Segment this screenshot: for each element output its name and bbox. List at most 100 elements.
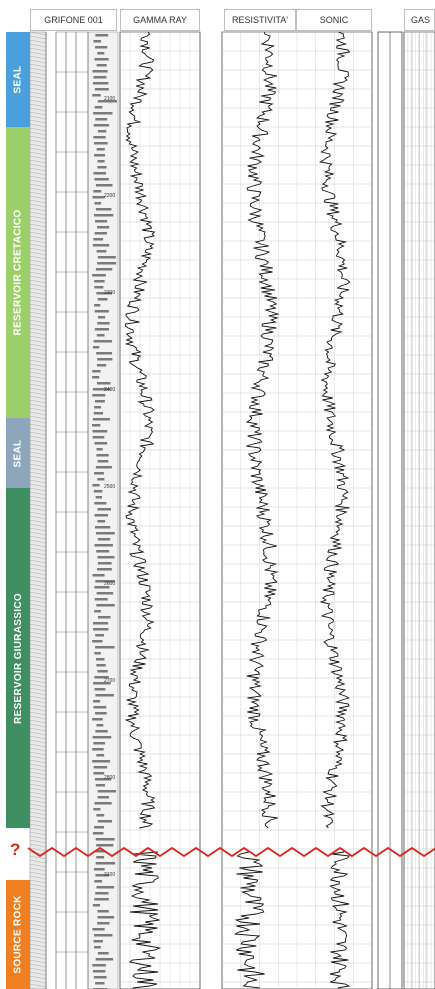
lithology-block [96,364,107,367]
lithology-block [96,250,107,253]
lithology-hatch [29,467,47,472]
lithology-hatch [29,575,47,580]
lithology-hatch [29,555,47,560]
lithology-hatch [29,935,47,940]
lithology-block [95,580,115,583]
lithology-block [97,670,108,673]
lithology-hatch [29,187,47,192]
lithology-block [94,502,107,505]
lithology-hatch [29,399,47,404]
lithology-hatch [29,227,47,232]
lithology-block [95,892,109,895]
lithology-hatch [29,471,47,476]
lithology-block [95,958,114,961]
lithology-block [92,760,111,763]
lithology-block [96,604,115,607]
lithology-hatch [29,507,47,512]
lithology-block [94,802,112,805]
lithology-hatch [29,111,47,116]
lithology-block [96,856,105,859]
lithology-hatch [29,403,47,408]
lithology-block [96,382,111,385]
lithology-hatch [29,735,47,740]
lithology-hatch [29,51,47,56]
lithology-block [97,358,113,361]
lithology-hatch [29,767,47,772]
lithology-hatch [29,131,47,136]
lithology-hatch [29,699,47,704]
lithology-block [92,70,108,73]
lithology-hatch [29,667,47,672]
zone-reservoir-giurassico: RESERVOIR GIURASSICO [6,488,30,828]
lithology-block [94,598,108,601]
lithology-hatch [29,83,47,88]
lithology-hatch [29,823,47,828]
lithology-block [93,172,107,175]
lithology-hatch [29,459,47,464]
lithology-hatch [29,763,47,768]
lithology-hatch [29,719,47,724]
lithology-hatch [29,599,47,604]
lithology-block [97,910,109,913]
lithology-block [94,328,110,331]
lithology-hatch [29,299,47,304]
lithology-hatch [29,563,47,568]
lithology-hatch [29,455,47,460]
lithology-hatch [29,379,47,384]
depth-label: 2100 [104,96,115,102]
lithology-block [97,478,105,481]
lithology-hatch [29,255,47,260]
lithology-hatch [29,275,47,280]
lithology-hatch [29,843,47,848]
lithology-block [97,262,117,265]
lithology-hatch [29,903,47,908]
lithology-hatch [29,975,47,980]
lithology-hatch [29,495,47,500]
resistivity-curve [245,31,280,829]
lithology-hatch [29,931,47,936]
header-well-name: GRIFONE 001 [30,9,117,31]
lithology-hatch [29,919,47,924]
lithology-hatch [29,871,47,876]
lithology-block [92,484,100,487]
depth-label: 3100 [104,872,115,878]
lithology-hatch [29,123,47,128]
lithology-block [93,214,114,217]
depth-label: 2800 [104,775,115,781]
lithology-hatch [29,635,47,640]
lithology-hatch [29,959,47,964]
lithology-hatch [29,395,47,400]
lithology-hatch [29,543,47,548]
zone-seal-upper: SEAL [6,32,30,127]
lithology-block [94,280,105,283]
lithology-block [93,976,107,979]
depth-label: 2400 [104,387,115,393]
lithology-hatch [29,139,47,144]
depth-label: 2500 [104,484,115,490]
lithology-hatch [29,439,47,444]
lithology-hatch [29,759,47,764]
lithology-hatch [29,155,47,160]
lithology-hatch [29,91,47,96]
lithology-hatch [29,67,47,72]
lithology-block [97,922,110,925]
lithology-hatch [29,827,47,832]
lithology-block [94,946,101,949]
lithology-hatch [29,559,47,564]
lithology-block [95,634,104,637]
lithology-block [96,352,113,355]
lithology-hatch [29,655,47,660]
lithology-hatch [29,355,47,360]
lithology-block [92,430,108,433]
lithology-hatch [29,151,47,156]
lithology-block [92,970,106,973]
lithology-block [97,796,110,799]
lithology-block [96,754,105,757]
lithology-block [94,286,104,289]
lithology-hatch [29,783,47,788]
lithology-hatch [29,331,47,336]
lithology-hatch [29,939,47,944]
lithology-hatch [29,55,47,60]
